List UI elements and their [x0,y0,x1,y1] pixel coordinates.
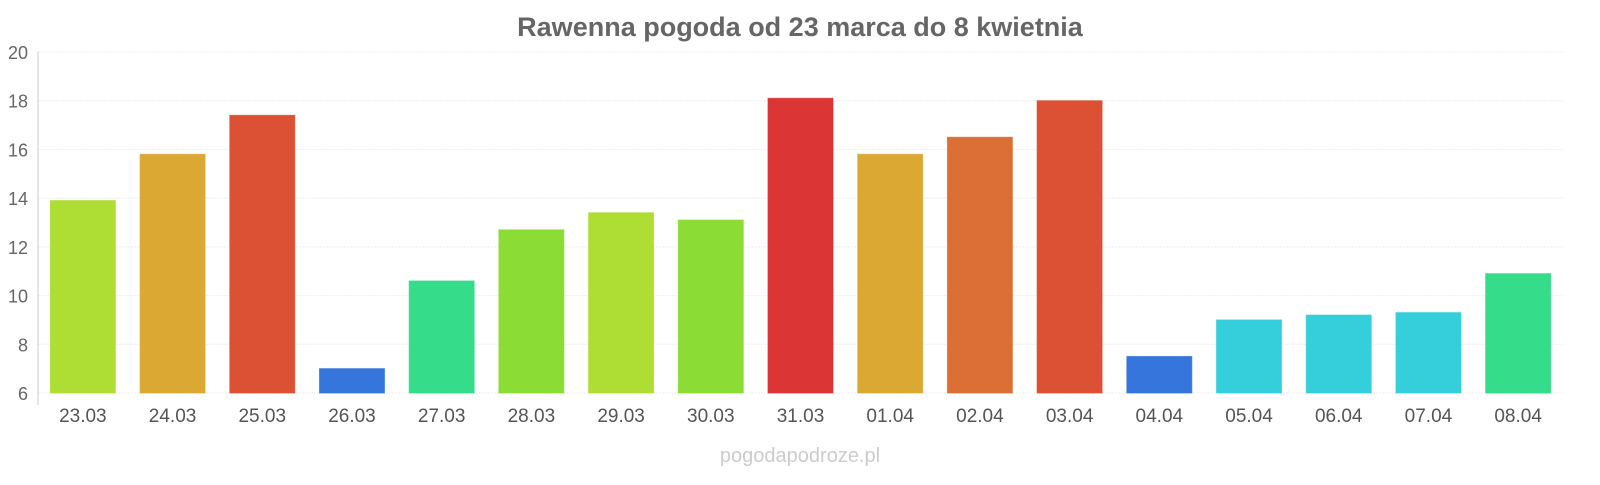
y-tick-label: 16 [8,140,28,160]
bar-01.04[interactable] [857,153,924,394]
y-tick-label: 18 [8,92,28,112]
x-tick-label: 26.03 [328,406,376,427]
x-tick-label: 08.04 [1494,406,1542,427]
y-tick-label: 8 [18,335,28,355]
y-tick-label: 6 [18,384,28,404]
x-tick-label: 05.04 [1225,406,1273,427]
x-tick-label: 24.03 [149,406,197,427]
bar-03.04[interactable] [1036,100,1103,394]
x-tick-label: 25.03 [238,406,286,427]
bar-29.03[interactable] [588,212,655,394]
x-tick-label: 01.04 [866,406,914,427]
x-tick-label: 30.03 [687,406,735,427]
y-tick-label: 20 [8,43,28,63]
y-tick-label: 10 [8,287,28,307]
bar-30.03[interactable] [677,219,744,394]
bar-06.04[interactable] [1305,314,1372,394]
bar-08.04[interactable] [1485,273,1552,394]
bar-25.03[interactable] [229,114,296,394]
x-tick-label: 07.04 [1405,406,1453,427]
bar-02.04[interactable] [946,136,1013,394]
bar-23.03[interactable] [49,200,116,394]
bar-05.04[interactable] [1216,319,1283,394]
watermark: pogodapodroze.pl [720,445,880,467]
x-tick-label: 29.03 [597,406,645,427]
bar-27.03[interactable] [408,280,475,394]
bar-31.03[interactable] [767,97,834,394]
bar-26.03[interactable] [318,368,385,394]
y-tick-label: 12 [8,238,28,258]
x-tick-label: 02.04 [956,406,1004,427]
bar-24.03[interactable] [139,153,206,394]
x-tick-label: 04.04 [1136,406,1184,427]
x-tick-label: 06.04 [1315,406,1363,427]
x-tick-label: 27.03 [418,406,466,427]
x-tick-label: 31.03 [777,406,825,427]
bar-07.04[interactable] [1395,312,1462,394]
x-tick-label: 23.03 [59,406,107,427]
bar-04.04[interactable] [1126,355,1193,394]
x-tick-label: 03.04 [1046,406,1094,427]
x-tick-label: 28.03 [508,406,556,427]
bar-28.03[interactable] [498,229,565,394]
chart-title: Rawenna pogoda od 23 marca do 8 kwietnia [517,12,1084,42]
y-tick-label: 14 [8,189,28,209]
